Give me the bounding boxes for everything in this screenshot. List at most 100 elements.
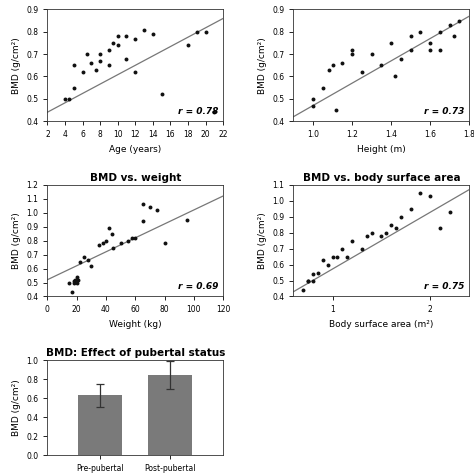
Point — [456, 17, 463, 25]
Point — [61, 95, 69, 102]
Point — [158, 91, 165, 98]
Bar — [148, 375, 192, 455]
Point — [397, 213, 405, 220]
Point — [338, 245, 346, 252]
Point — [358, 68, 365, 76]
Point — [83, 50, 91, 58]
Point — [391, 73, 399, 80]
Point — [139, 201, 146, 208]
Point — [314, 269, 322, 276]
Point — [304, 277, 312, 284]
Point — [69, 289, 76, 296]
Point — [72, 276, 79, 283]
Point — [79, 68, 86, 76]
Point — [436, 28, 444, 36]
Point — [117, 240, 125, 247]
Point — [202, 28, 210, 36]
Point — [131, 234, 139, 242]
Point — [140, 26, 148, 33]
Point — [193, 28, 201, 36]
Bar — [78, 395, 122, 455]
Point — [114, 41, 121, 49]
X-axis label: Height (m): Height (m) — [357, 145, 406, 154]
Point — [397, 55, 405, 63]
Point — [329, 253, 337, 260]
Point — [450, 33, 457, 40]
Point — [131, 68, 139, 76]
Point — [387, 221, 395, 228]
Point — [417, 28, 424, 36]
Point — [80, 254, 88, 261]
Y-axis label: BMD (g/cm²): BMD (g/cm²) — [258, 212, 267, 269]
X-axis label: Age (years): Age (years) — [109, 145, 162, 154]
Point — [70, 279, 78, 286]
Point — [161, 240, 168, 247]
Point — [146, 203, 154, 211]
Point — [128, 234, 136, 242]
Point — [304, 277, 312, 284]
Point — [319, 256, 327, 264]
Point — [427, 46, 434, 54]
Point — [105, 62, 113, 69]
Point — [300, 286, 307, 294]
Point — [183, 216, 191, 223]
Point — [309, 102, 317, 109]
Point — [131, 35, 139, 42]
Point — [184, 41, 192, 49]
Point — [407, 46, 414, 54]
Point — [338, 59, 346, 67]
Point — [378, 232, 385, 240]
Point — [348, 46, 356, 54]
Y-axis label: BMD (g/cm²): BMD (g/cm²) — [12, 212, 21, 269]
Point — [446, 208, 454, 216]
Point — [123, 33, 130, 40]
Point — [436, 224, 444, 232]
Point — [123, 55, 130, 63]
Point — [309, 95, 317, 102]
Point — [334, 253, 341, 260]
Point — [70, 62, 78, 69]
Point — [70, 84, 78, 91]
Point — [436, 46, 444, 54]
Point — [109, 39, 117, 47]
Point — [109, 244, 117, 251]
Title: BMD vs. weight: BMD vs. weight — [90, 173, 181, 182]
Point — [343, 253, 351, 260]
Text: r = 0.73: r = 0.73 — [424, 107, 464, 116]
Point — [392, 224, 400, 232]
Point — [65, 279, 73, 286]
Point — [85, 256, 92, 264]
Point — [88, 59, 95, 67]
Point — [446, 21, 454, 29]
Text: r = 0.69: r = 0.69 — [178, 282, 218, 291]
Point — [368, 229, 375, 237]
Point — [324, 261, 331, 268]
Point — [427, 39, 434, 47]
Point — [74, 276, 82, 283]
Point — [73, 279, 81, 286]
Y-axis label: BMD (g/cm²): BMD (g/cm²) — [258, 37, 267, 94]
Text: r = 0.75: r = 0.75 — [424, 282, 464, 291]
Point — [210, 109, 218, 116]
Point — [427, 192, 434, 200]
X-axis label: Body surface area (m²): Body surface area (m²) — [329, 320, 434, 329]
Point — [348, 50, 356, 58]
Point — [309, 277, 317, 284]
Y-axis label: BMD (g/cm²): BMD (g/cm²) — [12, 379, 21, 436]
Point — [70, 277, 78, 285]
Point — [407, 33, 414, 40]
Point — [96, 57, 104, 64]
Point — [378, 62, 385, 69]
Point — [329, 62, 337, 69]
Point — [325, 66, 332, 73]
Title: BMD: Effect of pubertal status: BMD: Effect of pubertal status — [46, 348, 225, 358]
Text: r = 0.78: r = 0.78 — [178, 107, 218, 116]
Point — [149, 30, 156, 38]
Point — [154, 206, 161, 214]
X-axis label: Weight (kg): Weight (kg) — [109, 320, 162, 329]
Point — [417, 189, 424, 197]
Point — [407, 205, 414, 212]
Point — [333, 106, 340, 114]
Title: BMD vs. body surface area: BMD vs. body surface area — [302, 173, 460, 182]
Point — [319, 84, 327, 91]
